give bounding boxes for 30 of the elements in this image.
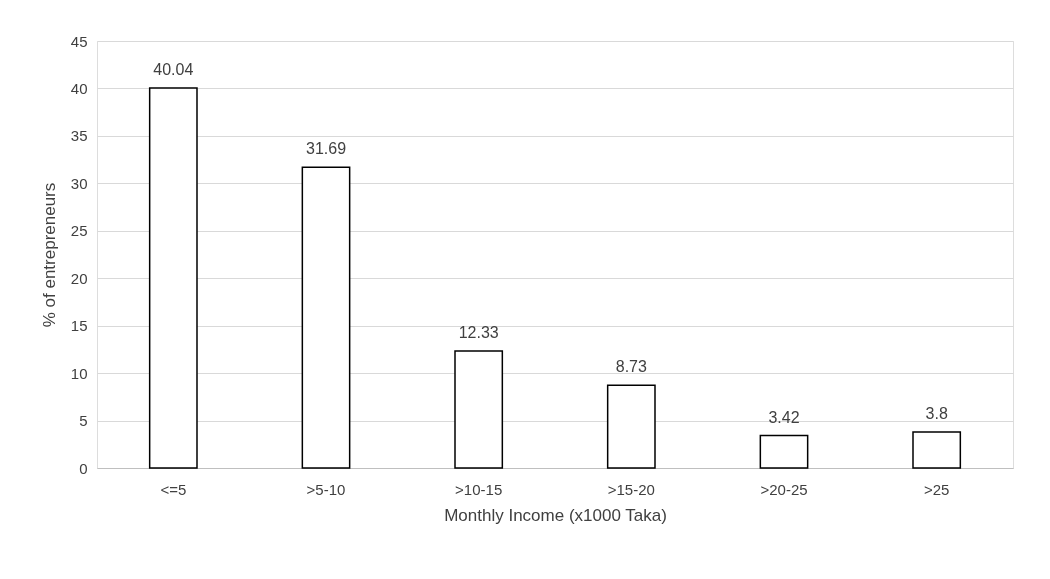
x-axis-title: Monthly Income (x1000 Taka) <box>444 505 667 525</box>
data-label: 3.8 <box>925 404 948 422</box>
x-tick-label: >25 <box>923 480 950 498</box>
y-tick-label: 0 <box>79 459 88 477</box>
x-tick-label: >20-25 <box>760 480 808 498</box>
y-tick-label: 40 <box>70 79 88 97</box>
data-label: 3.42 <box>768 408 800 426</box>
bar <box>759 434 809 469</box>
data-label: 8.73 <box>615 358 648 376</box>
bar <box>301 166 351 469</box>
data-label: 31.69 <box>305 140 347 158</box>
x-tick-label: >15-20 <box>607 480 655 498</box>
bar <box>148 87 198 469</box>
y-tick-label: 45 <box>70 32 88 50</box>
y-tick-label: 5 <box>79 412 88 430</box>
bar <box>606 384 656 469</box>
y-tick-label: 35 <box>70 127 88 145</box>
data-label: 40.04 <box>153 61 194 79</box>
bar <box>454 350 504 469</box>
y-tick-label: 15 <box>70 317 88 335</box>
y-tick-label: 25 <box>70 222 88 240</box>
data-label: 12.33 <box>458 324 499 341</box>
x-tick-label: >10-15 <box>455 480 503 498</box>
y-tick-label: 20 <box>70 269 88 287</box>
y-tick-label: 30 <box>70 174 88 192</box>
x-tick-label: <=5 <box>160 480 187 498</box>
y-axis-title: % of entrepreneurs <box>39 182 59 328</box>
y-tick-label: 10 <box>70 364 88 382</box>
x-tick-label: >5-10 <box>306 480 346 498</box>
bar <box>912 431 962 469</box>
